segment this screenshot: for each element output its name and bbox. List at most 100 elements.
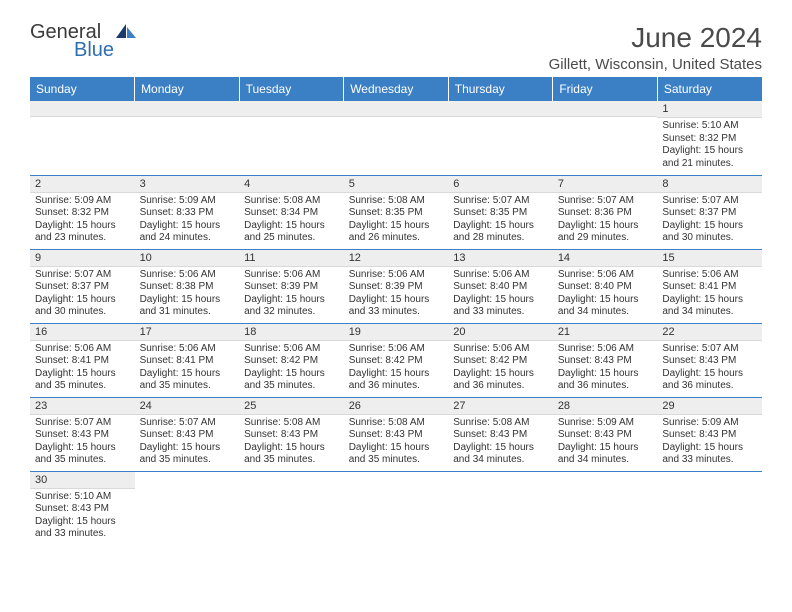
calendar-cell: 17Sunrise: 5:06 AMSunset: 8:41 PMDayligh… (135, 323, 240, 397)
weekday-header: Thursday (448, 77, 553, 101)
calendar-cell: 16Sunrise: 5:06 AMSunset: 8:41 PMDayligh… (30, 323, 135, 397)
calendar-cell: 1Sunrise: 5:10 AMSunset: 8:32 PMDaylight… (657, 101, 762, 175)
calendar-cell (239, 471, 344, 545)
calendar-cell (344, 101, 449, 175)
calendar-cell: 18Sunrise: 5:06 AMSunset: 8:42 PMDayligh… (239, 323, 344, 397)
day-details: Sunrise: 5:06 AMSunset: 8:41 PMDaylight:… (657, 267, 762, 321)
calendar-cell: 8Sunrise: 5:07 AMSunset: 8:37 PMDaylight… (657, 175, 762, 249)
day-details: Sunrise: 5:06 AMSunset: 8:42 PMDaylight:… (344, 341, 449, 395)
calendar-cell: 26Sunrise: 5:08 AMSunset: 8:43 PMDayligh… (344, 397, 449, 471)
day-number: 15 (657, 250, 762, 267)
day-number: 20 (448, 324, 553, 341)
calendar-cell: 21Sunrise: 5:06 AMSunset: 8:43 PMDayligh… (553, 323, 658, 397)
calendar-cell: 28Sunrise: 5:09 AMSunset: 8:43 PMDayligh… (553, 397, 658, 471)
calendar-cell: 30Sunrise: 5:10 AMSunset: 8:43 PMDayligh… (30, 471, 135, 545)
day-details: Sunrise: 5:08 AMSunset: 8:43 PMDaylight:… (344, 415, 449, 469)
day-number: 25 (239, 398, 344, 415)
day-number: 12 (344, 250, 449, 267)
weekday-header-row: SundayMondayTuesdayWednesdayThursdayFrid… (30, 77, 762, 101)
day-number: 17 (135, 324, 240, 341)
day-number: 9 (30, 250, 135, 267)
calendar-cell (344, 471, 449, 545)
day-number: 26 (344, 398, 449, 415)
day-details: Sunrise: 5:06 AMSunset: 8:39 PMDaylight:… (239, 267, 344, 321)
calendar-cell: 9Sunrise: 5:07 AMSunset: 8:37 PMDaylight… (30, 249, 135, 323)
day-details: Sunrise: 5:06 AMSunset: 8:41 PMDaylight:… (30, 341, 135, 395)
calendar-table: SundayMondayTuesdayWednesdayThursdayFrid… (30, 77, 762, 545)
weekday-header: Wednesday (344, 77, 449, 101)
calendar-cell: 24Sunrise: 5:07 AMSunset: 8:43 PMDayligh… (135, 397, 240, 471)
calendar-row: 9Sunrise: 5:07 AMSunset: 8:37 PMDaylight… (30, 249, 762, 323)
calendar-cell: 10Sunrise: 5:06 AMSunset: 8:38 PMDayligh… (135, 249, 240, 323)
day-details: Sunrise: 5:10 AMSunset: 8:32 PMDaylight:… (657, 118, 762, 172)
calendar-cell (448, 101, 553, 175)
day-number: 8 (657, 176, 762, 193)
day-number: 16 (30, 324, 135, 341)
weekday-header: Saturday (657, 77, 762, 101)
day-number: 11 (239, 250, 344, 267)
day-details: Sunrise: 5:09 AMSunset: 8:43 PMDaylight:… (553, 415, 658, 469)
day-details: Sunrise: 5:09 AMSunset: 8:33 PMDaylight:… (135, 193, 240, 247)
calendar-cell: 27Sunrise: 5:08 AMSunset: 8:43 PMDayligh… (448, 397, 553, 471)
calendar-row: 16Sunrise: 5:06 AMSunset: 8:41 PMDayligh… (30, 323, 762, 397)
calendar-cell: 7Sunrise: 5:07 AMSunset: 8:36 PMDaylight… (553, 175, 658, 249)
blank-strip (239, 101, 344, 117)
day-details: Sunrise: 5:08 AMSunset: 8:34 PMDaylight:… (239, 193, 344, 247)
brand-logo: General Blue (30, 22, 138, 60)
day-number: 30 (30, 472, 135, 489)
day-number: 7 (553, 176, 658, 193)
day-details: Sunrise: 5:06 AMSunset: 8:40 PMDaylight:… (448, 267, 553, 321)
day-details: Sunrise: 5:06 AMSunset: 8:38 PMDaylight:… (135, 267, 240, 321)
day-details: Sunrise: 5:06 AMSunset: 8:39 PMDaylight:… (344, 267, 449, 321)
calendar-cell: 13Sunrise: 5:06 AMSunset: 8:40 PMDayligh… (448, 249, 553, 323)
calendar-cell (553, 471, 658, 545)
day-number: 10 (135, 250, 240, 267)
day-details: Sunrise: 5:07 AMSunset: 8:43 PMDaylight:… (657, 341, 762, 395)
calendar-row: 2Sunrise: 5:09 AMSunset: 8:32 PMDaylight… (30, 175, 762, 249)
calendar-cell: 23Sunrise: 5:07 AMSunset: 8:43 PMDayligh… (30, 397, 135, 471)
blank-strip (448, 101, 553, 117)
day-details: Sunrise: 5:07 AMSunset: 8:35 PMDaylight:… (448, 193, 553, 247)
day-number: 21 (553, 324, 658, 341)
calendar-cell: 25Sunrise: 5:08 AMSunset: 8:43 PMDayligh… (239, 397, 344, 471)
day-details: Sunrise: 5:10 AMSunset: 8:43 PMDaylight:… (30, 489, 135, 543)
calendar-cell (135, 101, 240, 175)
day-number: 27 (448, 398, 553, 415)
day-details: Sunrise: 5:07 AMSunset: 8:37 PMDaylight:… (30, 267, 135, 321)
day-number: 23 (30, 398, 135, 415)
day-details: Sunrise: 5:08 AMSunset: 8:43 PMDaylight:… (448, 415, 553, 469)
day-details: Sunrise: 5:09 AMSunset: 8:32 PMDaylight:… (30, 193, 135, 247)
day-details: Sunrise: 5:08 AMSunset: 8:35 PMDaylight:… (344, 193, 449, 247)
calendar-row: 23Sunrise: 5:07 AMSunset: 8:43 PMDayligh… (30, 397, 762, 471)
day-number: 1 (657, 101, 762, 118)
page-title: June 2024 (549, 22, 762, 54)
day-number: 24 (135, 398, 240, 415)
calendar-cell (553, 101, 658, 175)
blank-strip (344, 101, 449, 117)
day-details: Sunrise: 5:06 AMSunset: 8:42 PMDaylight:… (239, 341, 344, 395)
calendar-cell: 6Sunrise: 5:07 AMSunset: 8:35 PMDaylight… (448, 175, 553, 249)
brand-blue: Blue (74, 40, 114, 60)
weekday-header: Sunday (30, 77, 135, 101)
day-number: 29 (657, 398, 762, 415)
day-details: Sunrise: 5:07 AMSunset: 8:37 PMDaylight:… (657, 193, 762, 247)
calendar-cell (657, 471, 762, 545)
blank-strip (553, 101, 658, 117)
calendar-row: 30Sunrise: 5:10 AMSunset: 8:43 PMDayligh… (30, 471, 762, 545)
calendar-cell: 2Sunrise: 5:09 AMSunset: 8:32 PMDaylight… (30, 175, 135, 249)
day-details: Sunrise: 5:06 AMSunset: 8:40 PMDaylight:… (553, 267, 658, 321)
day-details: Sunrise: 5:08 AMSunset: 8:43 PMDaylight:… (239, 415, 344, 469)
day-details: Sunrise: 5:06 AMSunset: 8:41 PMDaylight:… (135, 341, 240, 395)
day-details: Sunrise: 5:07 AMSunset: 8:36 PMDaylight:… (553, 193, 658, 247)
day-details: Sunrise: 5:07 AMSunset: 8:43 PMDaylight:… (135, 415, 240, 469)
calendar-cell: 3Sunrise: 5:09 AMSunset: 8:33 PMDaylight… (135, 175, 240, 249)
weekday-header: Tuesday (239, 77, 344, 101)
calendar-cell: 20Sunrise: 5:06 AMSunset: 8:42 PMDayligh… (448, 323, 553, 397)
day-details: Sunrise: 5:06 AMSunset: 8:42 PMDaylight:… (448, 341, 553, 395)
header: General Blue June 2024 Gillett, Wisconsi… (30, 22, 762, 73)
blank-strip (135, 101, 240, 117)
day-details: Sunrise: 5:07 AMSunset: 8:43 PMDaylight:… (30, 415, 135, 469)
day-number: 28 (553, 398, 658, 415)
calendar-body: 1Sunrise: 5:10 AMSunset: 8:32 PMDaylight… (30, 101, 762, 545)
day-details: Sunrise: 5:09 AMSunset: 8:43 PMDaylight:… (657, 415, 762, 469)
